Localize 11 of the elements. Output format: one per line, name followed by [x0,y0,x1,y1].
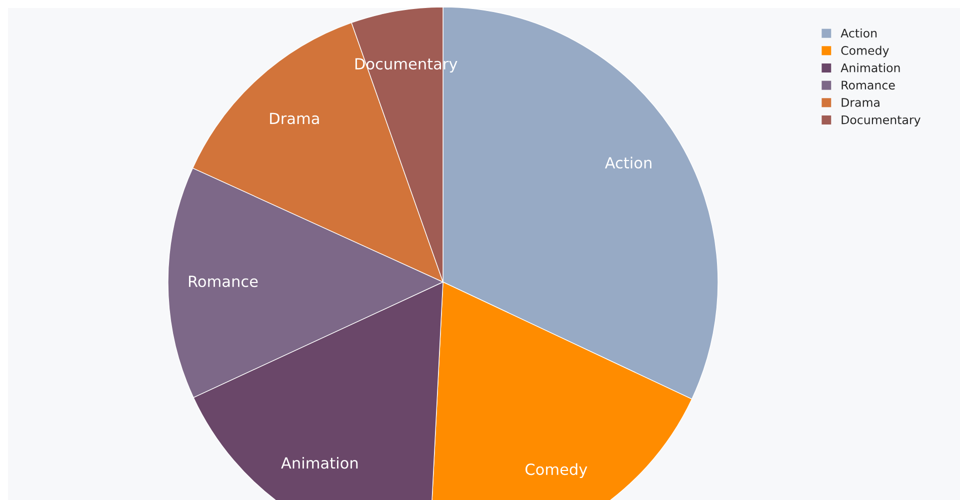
legend-label: Documentary [842,115,920,127]
slice-label: Romance [189,276,258,288]
legend-label: Action [840,28,877,38]
slice-label: Action [604,156,652,169]
legend-label: Drama [842,98,880,107]
legend-label: Comedy [841,46,889,58]
slice-label: Animation [281,456,358,469]
slice-label: Comedy [526,463,588,478]
legend-label: Animation [840,63,900,72]
legend-label: Romance [842,80,895,90]
slice-label: Drama [270,112,319,124]
